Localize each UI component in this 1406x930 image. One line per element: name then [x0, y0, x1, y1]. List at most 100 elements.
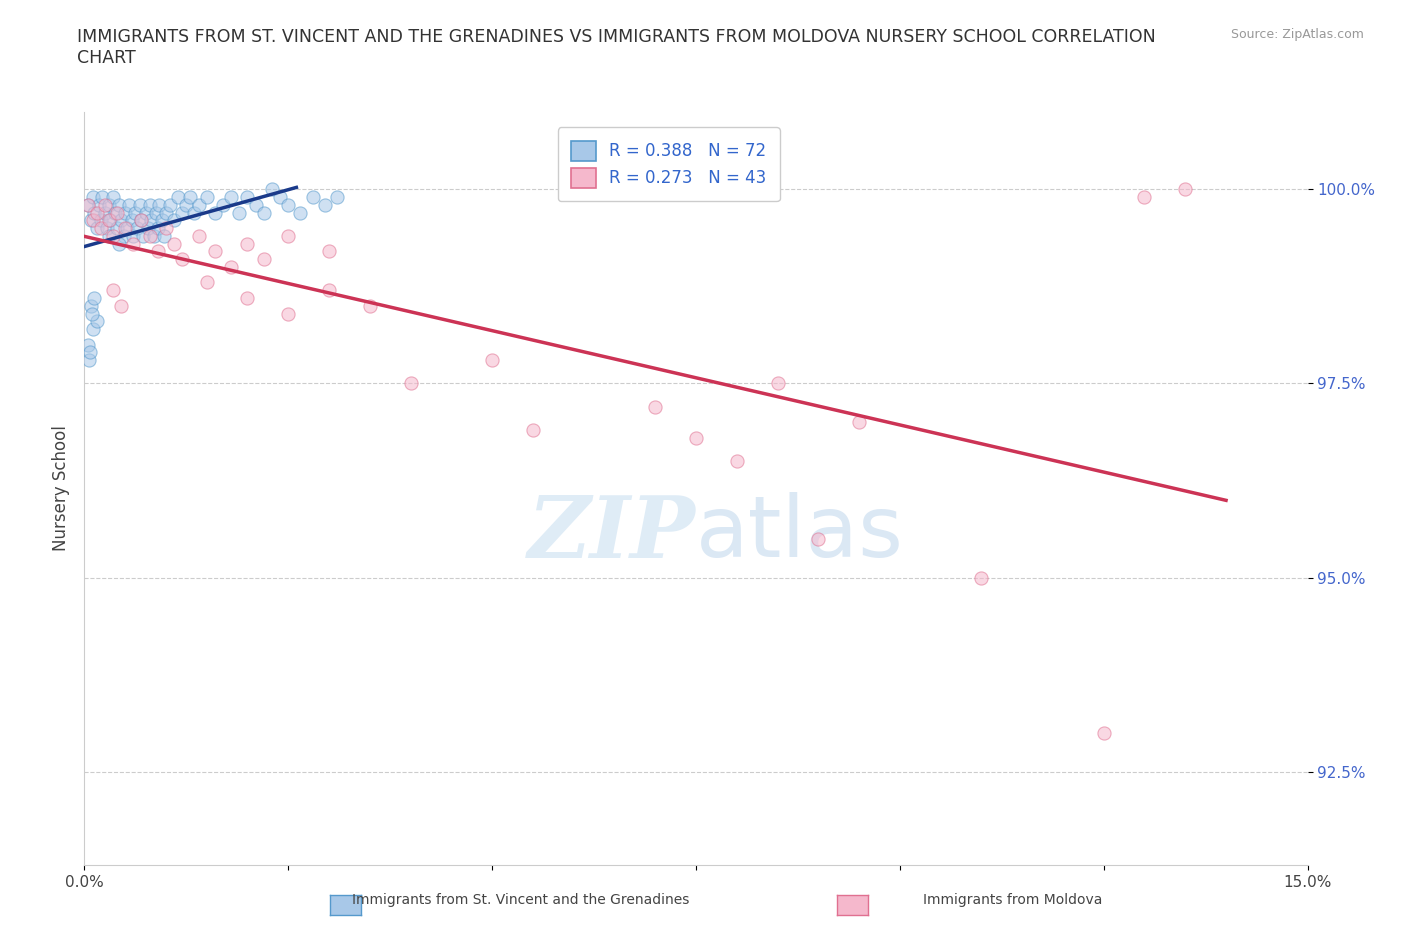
Point — [122, 229, 145, 244]
Point — [118, 197, 141, 212]
Point — [219, 190, 242, 205]
Point — [204, 206, 226, 220]
Point — [83, 206, 105, 220]
Point — [522, 422, 544, 437]
Point — [1174, 182, 1197, 197]
Point — [167, 190, 190, 205]
Point — [219, 259, 242, 274]
Point — [124, 206, 146, 220]
Point — [97, 229, 120, 244]
Text: Source: ZipAtlas.com: Source: ZipAtlas.com — [1230, 28, 1364, 41]
Point — [110, 299, 132, 313]
Point — [807, 531, 830, 546]
Point — [277, 229, 299, 244]
Text: IMMIGRANTS FROM ST. VINCENT AND THE GRENADINES VS IMMIGRANTS FROM MOLDOVA NURSER: IMMIGRANTS FROM ST. VINCENT AND THE GREN… — [77, 28, 1156, 67]
Point — [114, 206, 136, 220]
Point — [122, 236, 145, 251]
Point — [86, 313, 108, 328]
Point — [101, 190, 124, 205]
Point — [1133, 190, 1156, 205]
Point — [187, 197, 209, 212]
Point — [155, 206, 177, 220]
Point — [142, 229, 165, 244]
Point — [107, 236, 129, 251]
Point — [97, 197, 120, 212]
Point — [82, 322, 104, 337]
Point — [96, 220, 118, 235]
Point — [195, 275, 218, 290]
Point — [172, 252, 194, 267]
Point — [290, 206, 312, 220]
Point — [131, 213, 153, 228]
Text: atlas: atlas — [696, 492, 904, 575]
Point — [105, 220, 128, 235]
Point — [195, 190, 218, 205]
Point — [107, 197, 129, 212]
Point — [277, 306, 299, 321]
Point — [101, 283, 124, 298]
Text: Immigrants from Moldova: Immigrants from Moldova — [922, 893, 1102, 907]
Point — [155, 220, 177, 235]
Point — [90, 220, 112, 235]
Point — [127, 220, 149, 235]
Point — [80, 299, 103, 313]
Point — [163, 236, 186, 251]
Point — [204, 244, 226, 259]
Text: Immigrants from St. Vincent and the Grenadines: Immigrants from St. Vincent and the Gren… — [352, 893, 689, 907]
Y-axis label: Nursery School: Nursery School — [52, 425, 70, 551]
Point — [97, 213, 120, 228]
Point — [90, 213, 112, 228]
Point — [644, 399, 666, 414]
Point — [187, 229, 209, 244]
Point — [318, 244, 340, 259]
Point — [80, 306, 103, 321]
Point — [970, 570, 993, 585]
Point — [301, 190, 323, 205]
Point — [110, 213, 132, 228]
Point — [105, 206, 128, 220]
Point — [236, 236, 259, 251]
Point — [82, 213, 104, 228]
Point — [79, 345, 101, 360]
Point — [260, 182, 283, 197]
Point — [314, 197, 336, 212]
Point — [399, 376, 422, 391]
Point — [277, 197, 299, 212]
Point — [101, 229, 124, 244]
Point — [685, 431, 707, 445]
Point — [132, 229, 155, 244]
Point — [174, 197, 197, 212]
Point — [112, 229, 135, 244]
Point — [236, 190, 259, 205]
Point — [163, 213, 186, 228]
Point — [135, 206, 157, 220]
Point — [848, 415, 870, 430]
Point — [80, 213, 103, 228]
Point — [253, 206, 276, 220]
Point — [83, 290, 105, 305]
Point — [269, 190, 291, 205]
Point — [115, 220, 138, 235]
Point — [93, 206, 115, 220]
Point — [326, 190, 349, 205]
Point — [172, 206, 194, 220]
Point — [179, 190, 201, 205]
Point — [228, 206, 250, 220]
Point — [86, 206, 108, 220]
Point — [725, 454, 748, 469]
Point — [77, 197, 100, 212]
Point — [253, 252, 276, 267]
Point — [128, 197, 150, 212]
Point — [121, 213, 143, 228]
Point — [87, 197, 110, 212]
Point — [138, 229, 160, 244]
Point — [150, 213, 173, 228]
Point — [481, 352, 503, 367]
Point — [93, 197, 115, 212]
Point — [77, 352, 100, 367]
Point — [138, 197, 160, 212]
Point — [114, 220, 136, 235]
Point — [104, 206, 127, 220]
Point — [77, 338, 100, 352]
Point — [148, 197, 170, 212]
